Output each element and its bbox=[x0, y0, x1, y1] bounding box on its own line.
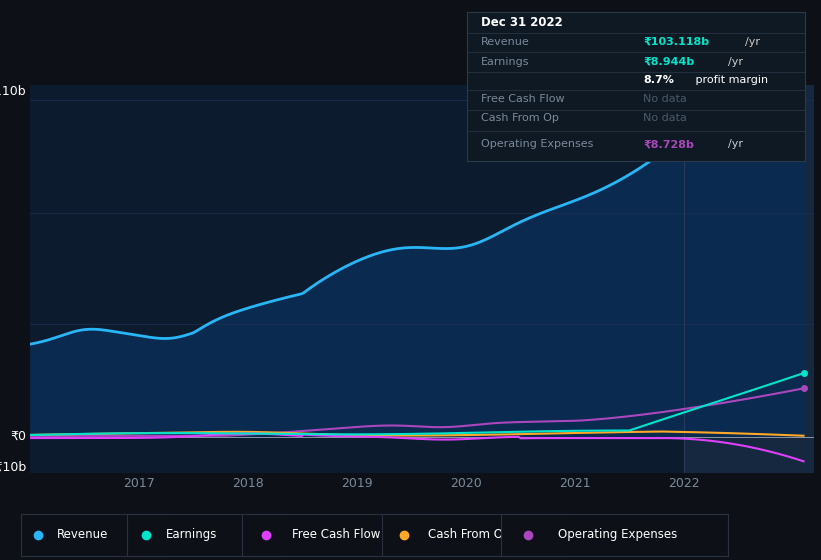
Text: No data: No data bbox=[643, 114, 687, 123]
Text: Cash From Op: Cash From Op bbox=[480, 114, 558, 123]
Text: 2017: 2017 bbox=[123, 477, 155, 490]
Text: 2018: 2018 bbox=[232, 477, 264, 490]
Text: ₹110b: ₹110b bbox=[0, 85, 26, 98]
Text: 2021: 2021 bbox=[559, 477, 590, 490]
Text: ₹103.118b: ₹103.118b bbox=[643, 37, 709, 47]
Text: Revenue: Revenue bbox=[57, 528, 108, 541]
Text: ₹8.728b: ₹8.728b bbox=[643, 139, 694, 150]
Text: -₹10b: -₹10b bbox=[0, 460, 26, 474]
Text: Cash From Op: Cash From Op bbox=[428, 528, 510, 541]
Text: /yr: /yr bbox=[727, 139, 743, 150]
Text: 2022: 2022 bbox=[668, 477, 699, 490]
Text: Dec 31 2022: Dec 31 2022 bbox=[480, 16, 562, 29]
Text: /yr: /yr bbox=[727, 57, 743, 67]
Text: 8.7%: 8.7% bbox=[643, 75, 674, 85]
Text: Operating Expenses: Operating Expenses bbox=[557, 528, 677, 541]
Text: /yr: /yr bbox=[745, 37, 759, 47]
Text: Free Cash Flow: Free Cash Flow bbox=[480, 94, 564, 104]
Text: profit margin: profit margin bbox=[692, 75, 768, 85]
Text: No data: No data bbox=[643, 94, 687, 104]
Text: Earnings: Earnings bbox=[480, 57, 530, 67]
Text: 2020: 2020 bbox=[450, 477, 482, 490]
Text: ₹0: ₹0 bbox=[11, 430, 26, 443]
Text: Operating Expenses: Operating Expenses bbox=[480, 139, 593, 150]
Text: 2019: 2019 bbox=[342, 477, 373, 490]
Bar bbox=[684, 85, 814, 473]
Text: Free Cash Flow: Free Cash Flow bbox=[291, 528, 380, 541]
Text: ₹8.944b: ₹8.944b bbox=[643, 57, 695, 67]
Text: Earnings: Earnings bbox=[166, 528, 217, 541]
Text: Revenue: Revenue bbox=[480, 37, 530, 47]
